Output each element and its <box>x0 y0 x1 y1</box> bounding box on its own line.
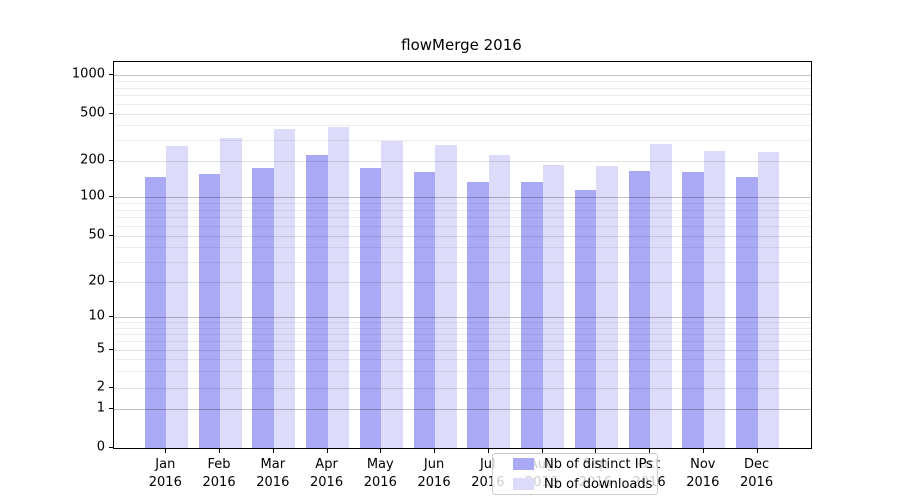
bar-downloads-dec <box>757 152 780 448</box>
bar-downloads-jan <box>166 145 188 448</box>
x-tick-label-feb: Feb 2016 <box>202 457 236 490</box>
y-tick-label-0: 0 <box>96 439 105 455</box>
y-tick-label-10: 10 <box>88 308 105 324</box>
bar-ips-jul <box>467 182 489 448</box>
x-tick-label-jan: Jan 2016 <box>148 457 182 490</box>
y-tick-mark-10 <box>109 316 113 317</box>
x-tick-mark-dec <box>757 449 758 453</box>
legend-label: Nb of downloads <box>544 476 653 492</box>
x-tick-mark-jan <box>165 449 166 453</box>
y-tick-label-500: 500 <box>80 105 105 121</box>
x-tick-mark-sep <box>595 449 596 453</box>
bar-ips-dec <box>736 177 758 448</box>
legend: Nb of distinct IPs Nb of downloads <box>492 453 658 495</box>
x-tick-label-may: May 2016 <box>363 457 397 490</box>
y-tick-mark-1 <box>109 408 113 409</box>
x-tick-mark-oct <box>649 449 650 453</box>
y-tick-label-50: 50 <box>88 227 105 243</box>
y-tick-label-2: 2 <box>96 379 105 395</box>
y-tick-mark-50 <box>109 235 113 236</box>
y-tick-mark-20 <box>109 281 113 282</box>
bar-ips-apr <box>306 154 328 448</box>
x-tick-mark-feb <box>219 449 220 453</box>
bar-downloads-may <box>381 140 403 448</box>
x-tick-label-nov: Nov 2016 <box>686 457 720 490</box>
bars-layer <box>114 62 811 448</box>
bar-ips-nov <box>682 171 704 448</box>
bar-ips-aug <box>521 182 543 448</box>
bar-ips-may <box>359 167 382 448</box>
x-tick-mark-apr <box>327 449 328 453</box>
y-tick-mark-5 <box>109 349 113 350</box>
x-tick-mark-jun <box>434 449 435 453</box>
plot-area: Nb of distinct IPs Nb of downloads <box>113 61 812 495</box>
legend-swatch-ips <box>513 458 534 470</box>
legend-item-distinct-ips: Nb of distinct IPs <box>493 456 657 472</box>
y-tick-label-5: 5 <box>96 341 105 357</box>
x-tick-label-apr: Apr 2016 <box>310 457 344 490</box>
legend-label: Nb of distinct IPs <box>544 456 653 472</box>
x-tick-label-dec: Dec 2016 <box>740 457 774 490</box>
bar-downloads-jul <box>488 155 511 448</box>
bar-downloads-apr <box>327 127 350 448</box>
bar-downloads-feb <box>220 137 242 448</box>
legend-item-downloads: Nb of downloads <box>493 476 657 492</box>
x-tick-mark-jul <box>488 449 489 453</box>
bar-ips-mar <box>252 168 274 448</box>
y-tick-mark-200 <box>109 160 113 161</box>
y-tick-mark-500 <box>109 113 113 114</box>
bar-downloads-nov <box>703 151 726 448</box>
x-tick-label-mar: Mar 2016 <box>256 457 290 490</box>
x-tick-mark-nov <box>703 449 704 453</box>
chart-title: flowMerge 2016 <box>401 36 522 54</box>
bar-downloads-oct <box>650 144 672 448</box>
y-tick-mark-2 <box>109 387 113 388</box>
y-tick-label-1: 1 <box>96 400 105 416</box>
bar-downloads-aug <box>542 165 565 448</box>
legend-swatch-downloads <box>513 478 534 490</box>
bar-ips-feb <box>198 173 221 448</box>
bar-downloads-jun <box>435 144 457 448</box>
y-tick-label-20: 20 <box>88 273 105 289</box>
y-tick-label-1000: 1000 <box>71 66 105 82</box>
x-tick-label-jun: Jun 2016 <box>417 457 451 490</box>
y-tick-mark-0 <box>109 447 113 448</box>
x-tick-mark-mar <box>273 449 274 453</box>
y-tick-mark-100 <box>109 196 113 197</box>
bar-downloads-sep <box>596 165 618 448</box>
x-tick-mark-aug <box>542 449 543 453</box>
bar-ips-oct <box>628 170 651 448</box>
y-tick-mark-1000 <box>109 74 113 75</box>
bar-ips-sep <box>574 190 597 448</box>
bar-ips-jun <box>413 172 436 448</box>
bar-downloads-mar <box>273 129 296 448</box>
y-tick-label-100: 100 <box>80 188 105 204</box>
y-tick-label-200: 200 <box>80 152 105 168</box>
bar-ips-jan <box>144 176 167 448</box>
x-tick-mark-may <box>380 449 381 453</box>
